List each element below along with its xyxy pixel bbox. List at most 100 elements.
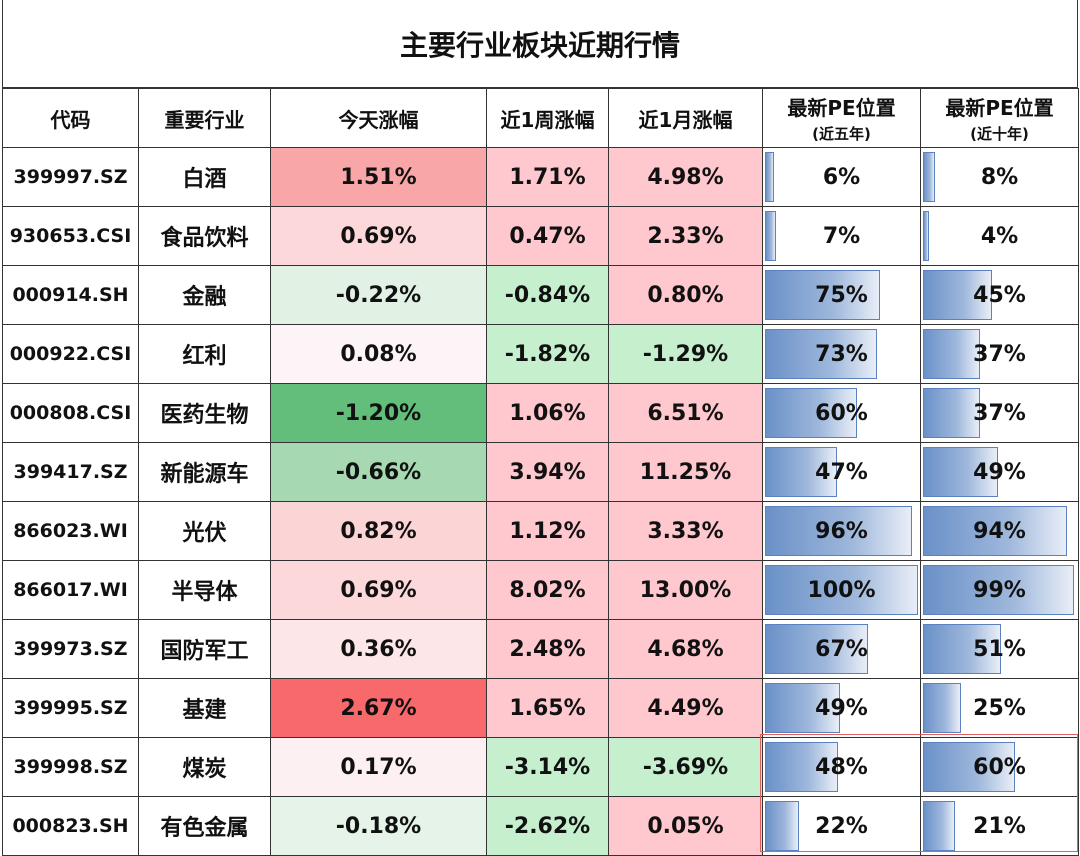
cell-today: 0.36% xyxy=(270,619,487,679)
pe5-bar xyxy=(765,211,776,261)
cell-code: 000922.CSI xyxy=(2,324,139,384)
cell-today: 2.67% xyxy=(270,678,487,738)
cell-code: 399995.SZ xyxy=(2,678,139,738)
cell-week: 2.48% xyxy=(486,619,609,679)
cell-pe5: 6% xyxy=(762,147,921,207)
table-row: 866023.WI 光伏 0.82% 1.12% 3.33% 96% 94% xyxy=(2,501,1079,561)
header-industry: 重要行业 xyxy=(138,88,271,148)
cell-month: 4.98% xyxy=(608,147,763,207)
pe10-value: 8% xyxy=(980,164,1019,190)
pe10-value: 94% xyxy=(973,518,1026,544)
cell-month: 3.33% xyxy=(608,501,763,561)
cell-pe10: 94% xyxy=(920,501,1079,561)
cell-today: 0.08% xyxy=(270,324,487,384)
cell-pe5: 100% xyxy=(762,560,921,620)
cell-pe5: 67% xyxy=(762,619,921,679)
header-pe5: 最新PE位置 (近五年) xyxy=(762,88,921,148)
pe5-bar xyxy=(765,152,775,202)
cell-pe10: 45% xyxy=(920,265,1079,325)
cell-today: 0.69% xyxy=(270,206,487,266)
pe5-bar xyxy=(765,388,857,438)
pe10-value: 51% xyxy=(973,636,1026,662)
header-pe5-sub: (近五年) xyxy=(812,125,871,143)
table-row: 399995.SZ 基建 2.67% 1.65% 4.49% 49% 25% xyxy=(2,678,1079,738)
header-pe5-label: 最新PE位置 xyxy=(787,96,896,120)
header-today: 今天涨幅 xyxy=(270,88,487,148)
cell-industry: 白酒 xyxy=(138,147,271,207)
pe10-bar xyxy=(923,270,992,320)
cell-code: 000808.CSI xyxy=(2,383,139,443)
table-row: 399997.SZ 白酒 1.51% 1.71% 4.98% 6% 8% xyxy=(2,147,1079,207)
table-row: 399998.SZ 煤炭 0.17% -3.14% -3.69% 48% 60% xyxy=(2,737,1079,797)
table-row: 399973.SZ 国防军工 0.36% 2.48% 4.68% 67% 51% xyxy=(2,619,1079,679)
pe10-value: 99% xyxy=(973,577,1026,603)
cell-code: 866023.WI xyxy=(2,501,139,561)
cell-code: 399997.SZ xyxy=(2,147,139,207)
header-pe10-sub: (近十年) xyxy=(970,125,1029,143)
cell-industry: 新能源车 xyxy=(138,442,271,502)
pe10-value: 45% xyxy=(973,282,1026,308)
cell-pe10: 49% xyxy=(920,442,1079,502)
cell-industry: 光伏 xyxy=(138,501,271,561)
cell-industry: 煤炭 xyxy=(138,737,271,797)
cell-today: -0.18% xyxy=(270,796,487,856)
header-code: 代码 xyxy=(2,88,139,148)
cell-industry: 医药生物 xyxy=(138,383,271,443)
cell-month: 13.00% xyxy=(608,560,763,620)
cell-week: 1.12% xyxy=(486,501,609,561)
cell-pe10: 37% xyxy=(920,324,1079,384)
header-month: 近1月涨幅 xyxy=(608,88,763,148)
cell-today: -1.20% xyxy=(270,383,487,443)
cell-month: 4.68% xyxy=(608,619,763,679)
pe5-bar xyxy=(765,565,918,615)
table-row: 930653.CSI 食品饮料 0.69% 0.47% 2.33% 7% 4% xyxy=(2,206,1079,266)
cell-month: 6.51% xyxy=(608,383,763,443)
cell-month: -1.29% xyxy=(608,324,763,384)
pe10-bar xyxy=(923,211,930,261)
pe5-bar xyxy=(765,801,799,851)
pe10-value: 4% xyxy=(980,223,1019,249)
cell-pe10: 60% xyxy=(920,737,1079,797)
cell-week: 3.94% xyxy=(486,442,609,502)
cell-pe5: 48% xyxy=(762,737,921,797)
industry-table: 代码 重要行业 今天涨幅 近1周涨幅 近1月涨幅 最新PE位置 (近五年) 最新… xyxy=(2,88,1079,856)
cell-code: 000914.SH xyxy=(2,265,139,325)
pe10-value: 37% xyxy=(973,400,1026,426)
cell-week: -0.84% xyxy=(486,265,609,325)
header-pe10: 最新PE位置 (近十年) xyxy=(920,88,1079,148)
cell-pe10: 99% xyxy=(920,560,1079,620)
pe10-bar xyxy=(923,152,936,202)
cell-today: -0.66% xyxy=(270,442,487,502)
cell-pe5: 49% xyxy=(762,678,921,738)
pe5-bar xyxy=(765,624,868,674)
pe10-value: 60% xyxy=(973,754,1026,780)
cell-week: -1.82% xyxy=(486,324,609,384)
cell-industry: 基建 xyxy=(138,678,271,738)
cell-industry: 金融 xyxy=(138,265,271,325)
cell-week: -2.62% xyxy=(486,796,609,856)
pe5-value: 7% xyxy=(822,223,861,249)
pe5-value: 96% xyxy=(815,518,868,544)
cell-code: 930653.CSI xyxy=(2,206,139,266)
cell-pe10: 4% xyxy=(920,206,1079,266)
pe5-value: 67% xyxy=(815,636,868,662)
cell-industry: 红利 xyxy=(138,324,271,384)
cell-month: 0.80% xyxy=(608,265,763,325)
table-row: 399417.SZ 新能源车 -0.66% 3.94% 11.25% 47% 49% xyxy=(2,442,1079,502)
pe10-value: 25% xyxy=(973,695,1026,721)
cell-today: 0.82% xyxy=(270,501,487,561)
cell-code: 399973.SZ xyxy=(2,619,139,679)
cell-week: 1.71% xyxy=(486,147,609,207)
table-row: 000922.CSI 红利 0.08% -1.82% -1.29% 73% 37% xyxy=(2,324,1079,384)
cell-week: 1.06% xyxy=(486,383,609,443)
pe5-value: 6% xyxy=(822,164,861,190)
cell-today: 0.69% xyxy=(270,560,487,620)
cell-week: -3.14% xyxy=(486,737,609,797)
pe10-bar xyxy=(923,388,980,438)
cell-industry: 食品饮料 xyxy=(138,206,271,266)
header-pe10-label: 最新PE位置 xyxy=(945,96,1054,120)
cell-today: 1.51% xyxy=(270,147,487,207)
pe5-bar xyxy=(765,683,840,733)
cell-today: -0.22% xyxy=(270,265,487,325)
pe10-value: 21% xyxy=(973,813,1026,839)
